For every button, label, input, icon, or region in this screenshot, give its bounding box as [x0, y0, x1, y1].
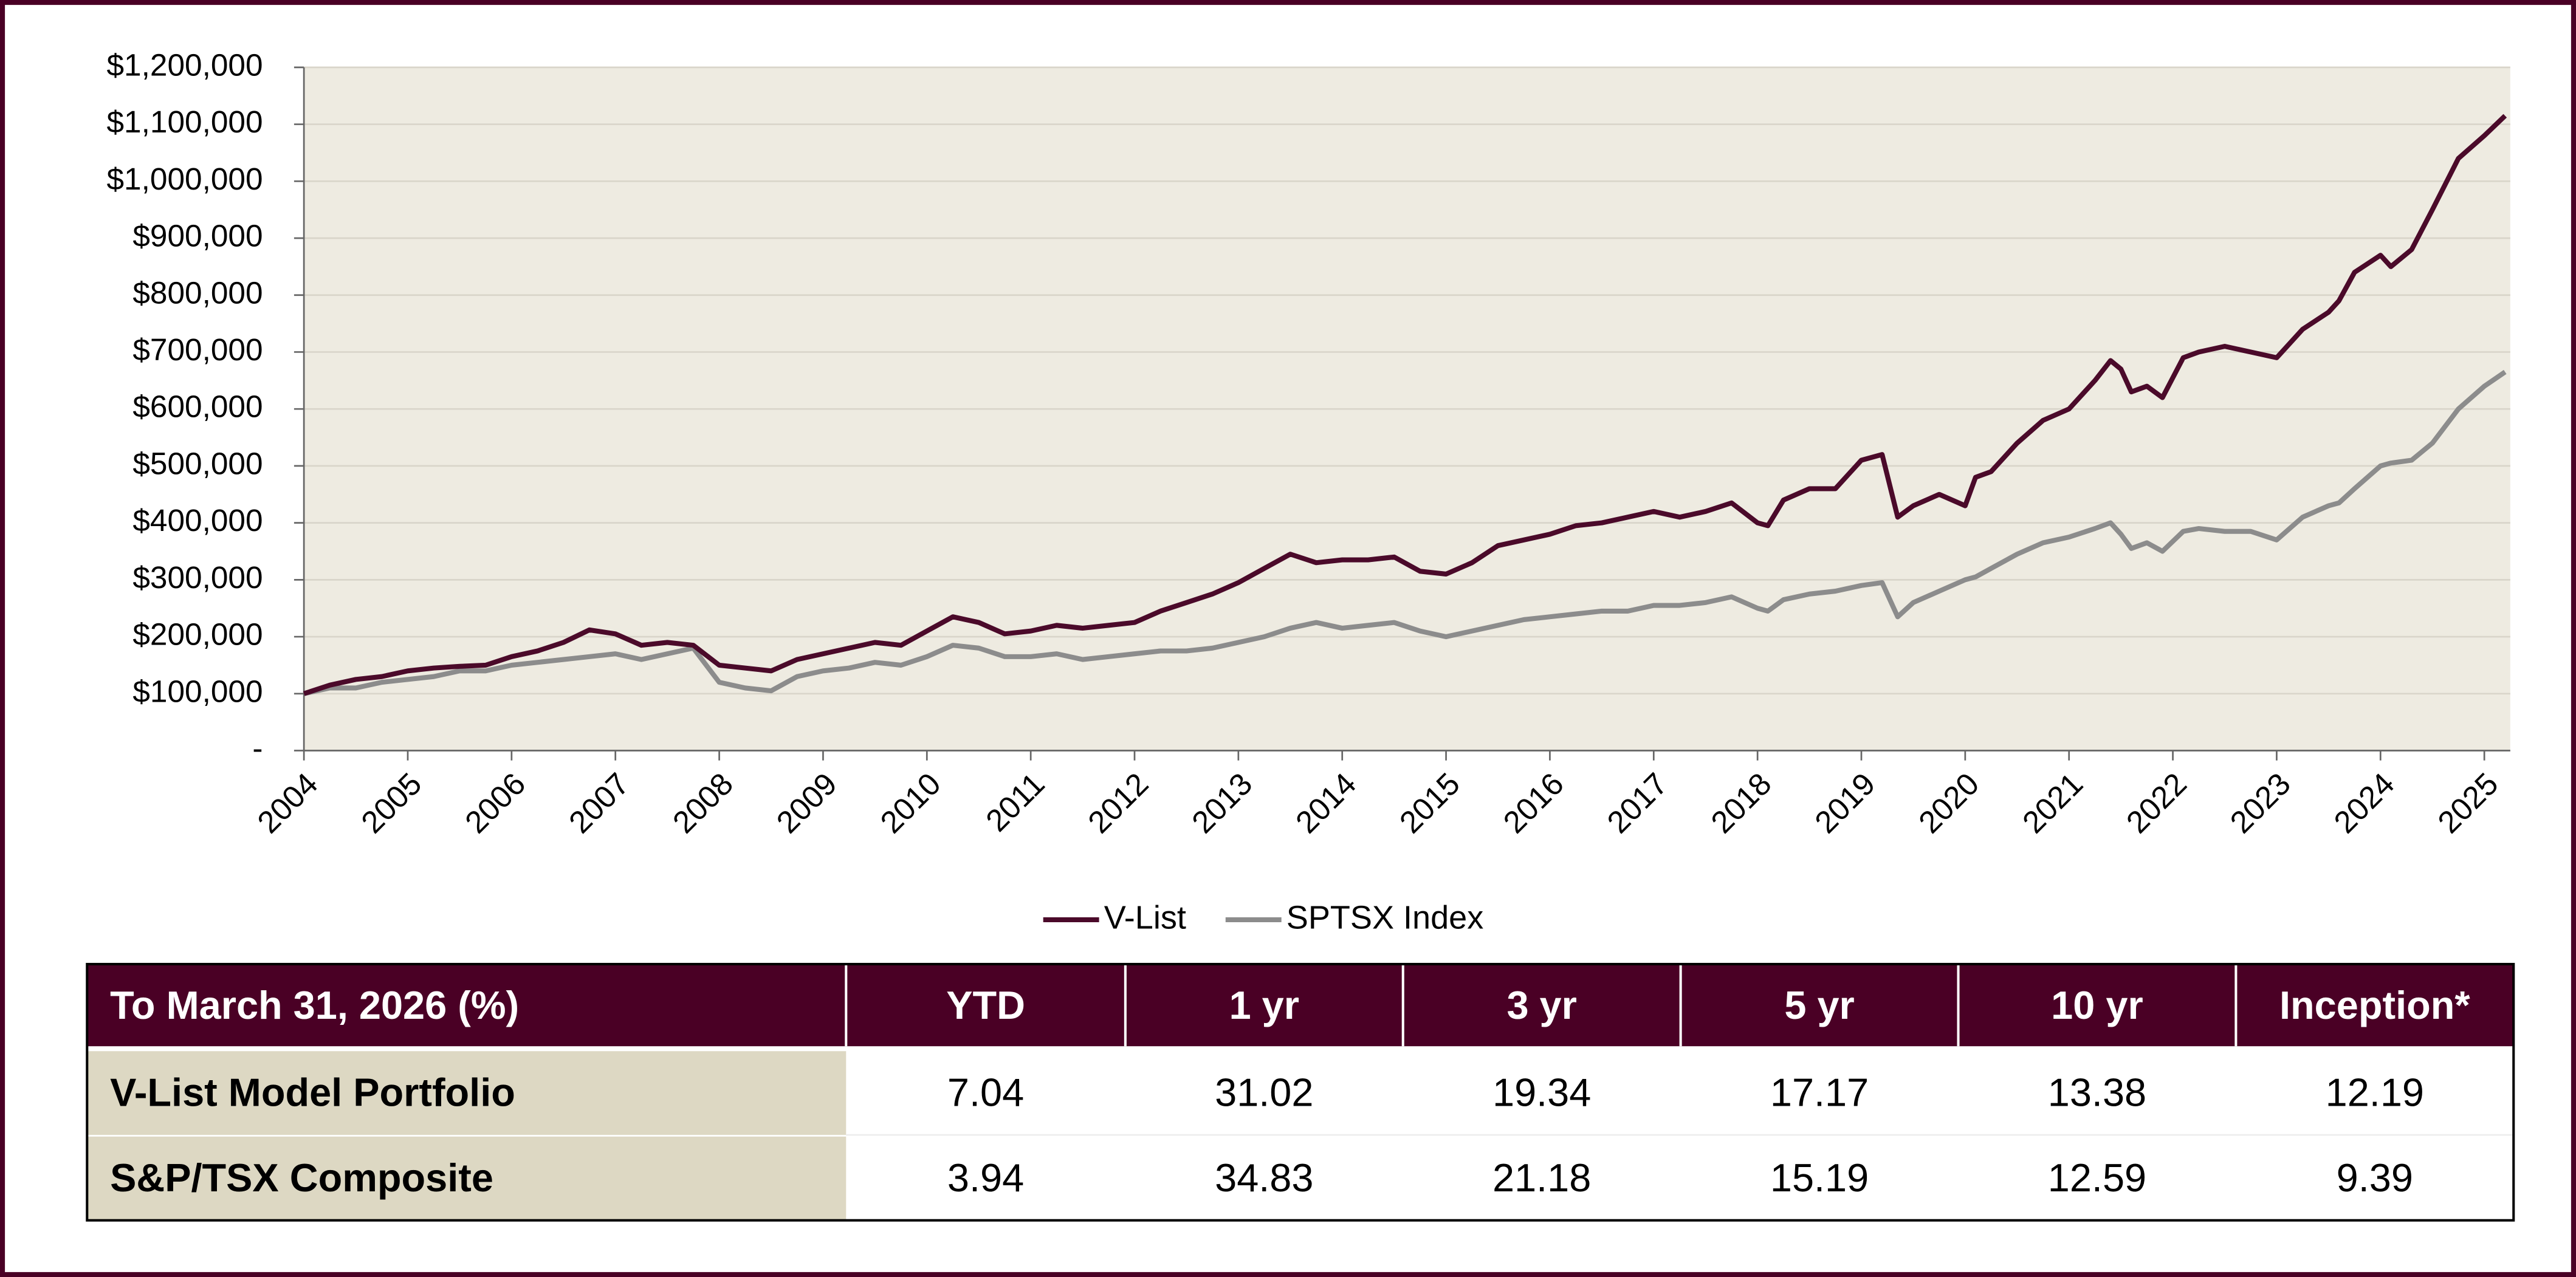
table-header-cell: Inception* [2279, 983, 2470, 1027]
table-cell: 3.94 [947, 1155, 1024, 1200]
table-cell: 19.34 [1492, 1070, 1591, 1114]
table-header-cell: 3 yr [1506, 983, 1576, 1027]
table-cell: 34.83 [1215, 1155, 1313, 1200]
line-series [303, 114, 2507, 696]
table-cell: 12.59 [2048, 1155, 2146, 1200]
y-tick-label: $800,000 [132, 275, 263, 310]
y-tick-label: $1,100,000 [106, 104, 263, 139]
row-label-bg [87, 1051, 847, 1135]
line-series [303, 369, 2507, 696]
row-label: V-List Model Portfolio [110, 1070, 515, 1114]
row-label-bg [87, 1136, 847, 1221]
y-tick-label: $900,000 [132, 219, 263, 253]
table-cell: 31.02 [1215, 1070, 1313, 1114]
table-header-cell: YTD [946, 983, 1025, 1027]
y-tick-label: - [252, 731, 263, 765]
table-border [86, 962, 2515, 1222]
y-tick-label: $400,000 [132, 503, 263, 538]
row-label: S&P/TSX Composite [110, 1155, 493, 1200]
table-cell: 17.17 [1770, 1070, 1869, 1114]
table-cell: 15.19 [1770, 1155, 1869, 1200]
table-header-cell: 10 yr [2051, 983, 2143, 1027]
table-cell: 9.39 [2337, 1155, 2413, 1200]
y-tick-label: $1,200,000 [106, 47, 263, 82]
table-cell: 21.18 [1492, 1155, 1591, 1200]
table-header-cell: To March 31, 2026 (%) [110, 983, 519, 1027]
table-cell: 13.38 [2048, 1070, 2146, 1114]
y-tick-label: $200,000 [132, 617, 263, 652]
y-tick-label: $500,000 [132, 446, 263, 481]
y-tick-label: $700,000 [132, 332, 263, 367]
table-header-cell: 1 yr [1229, 983, 1299, 1027]
legend-label: SPTSX Index [1286, 899, 1483, 936]
table-cell: 12.19 [2326, 1070, 2424, 1114]
table-header-cell: 5 yr [1784, 983, 1854, 1027]
legend-label: V-List [1104, 899, 1186, 936]
y-tick-label: $1,000,000 [106, 162, 263, 196]
table-header-bg [87, 964, 2514, 1047]
y-tick-label: $300,000 [132, 560, 263, 595]
y-tick-label: $100,000 [132, 674, 263, 708]
y-tick-label: $600,000 [132, 389, 263, 424]
table-cell: 7.04 [947, 1070, 1024, 1114]
